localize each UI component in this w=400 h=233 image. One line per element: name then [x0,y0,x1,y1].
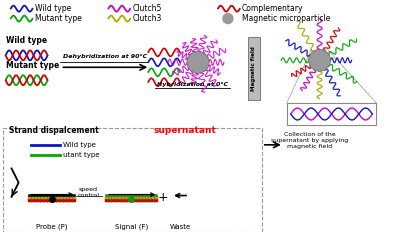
Text: Clutch5: Clutch5 [132,4,162,13]
Bar [248,38,260,100]
Circle shape [309,49,330,71]
Text: Probe (P): Probe (P) [36,224,67,230]
Text: supernatant: supernatant [154,126,216,135]
Text: +: + [158,191,168,204]
Bar [3,128,262,232]
Text: Mutant type: Mutant type [6,61,59,70]
Text: Collection of the
supernatant by applying
magnetic field: Collection of the supernatant by applyin… [271,132,348,148]
Text: Magnetic field: Magnetic field [251,46,256,91]
Text: Magnetic microparticle: Magnetic microparticle [242,14,330,23]
Circle shape [187,51,209,73]
Text: Strand dispalcement: Strand dispalcement [9,126,98,135]
Text: speed
control: speed control [77,187,99,198]
Circle shape [223,14,233,24]
Text: Hybridization at 0°C: Hybridization at 0°C [158,82,228,87]
Text: Signal (F): Signal (F) [115,224,148,230]
Text: Wild type: Wild type [6,36,47,45]
Text: Wild type: Wild type [34,4,71,13]
Text: Mutant type: Mutant type [34,14,82,23]
Text: Wild type: Wild type [64,142,96,148]
Text: Clutch3: Clutch3 [132,14,162,23]
Text: utant type: utant type [64,152,100,158]
Bar [287,103,376,125]
Text: Dehybridization at 90°C: Dehybridization at 90°C [63,54,148,59]
Text: Complementary: Complementary [242,4,303,13]
Text: Waste: Waste [170,224,191,230]
